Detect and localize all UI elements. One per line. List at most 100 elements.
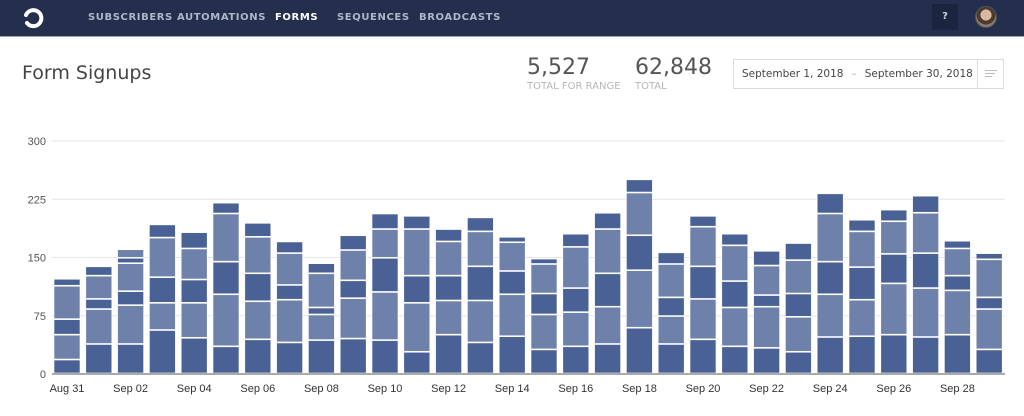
bar-segment	[403, 229, 431, 276]
bar-segment	[785, 351, 812, 374]
x-tick-label: Sep 10	[368, 383, 403, 395]
bar-segment	[149, 224, 176, 238]
bar-segment	[562, 233, 590, 247]
bar-segment	[816, 261, 844, 295]
bar-segment	[339, 280, 367, 298]
bar-segment	[721, 245, 749, 281]
bar-segment	[912, 212, 939, 253]
date-end[interactable]: September 30, 2018	[864, 68, 973, 80]
bar-segment	[339, 250, 367, 281]
bar-segment	[848, 267, 876, 300]
date-range-picker[interactable]: September 1, 2018– September 30, 2018	[733, 59, 1004, 89]
avatar[interactable]	[975, 6, 997, 28]
bar-segment	[149, 303, 176, 330]
bar-segment	[180, 232, 208, 249]
bar-segment	[371, 257, 399, 292]
help-button[interactable]: ?	[932, 4, 958, 30]
bar-segment	[371, 340, 399, 374]
bar-segment	[117, 263, 144, 291]
bar-segment	[753, 348, 780, 374]
bar-segment	[308, 307, 335, 315]
bar-segment	[276, 241, 303, 253]
bar-segment	[180, 303, 208, 338]
bar-segment	[308, 340, 335, 374]
y-tick-label: 300	[28, 136, 46, 148]
x-tick-label: Sep 16	[558, 383, 593, 395]
bar-segment	[149, 277, 176, 303]
bar-segment	[912, 195, 939, 213]
x-tick-label: Sep 06	[240, 383, 275, 395]
x-tick-label: Sep 20	[686, 383, 721, 395]
bar-segment	[657, 316, 685, 344]
bar-segment	[371, 213, 399, 229]
bar-segment	[626, 327, 653, 374]
bar-segment	[276, 253, 303, 285]
bar-segment	[880, 334, 908, 374]
bar-segment	[244, 301, 272, 340]
bar-segment	[308, 263, 335, 274]
bar-segment	[626, 192, 653, 236]
bar-segment	[816, 337, 844, 374]
filter-icon[interactable]	[977, 60, 1003, 88]
bar-segment	[117, 344, 144, 374]
total-value: 62,848	[635, 55, 712, 80]
bar-segment	[562, 312, 590, 347]
bar-segment	[562, 247, 590, 288]
nav-sequences[interactable]: SEQUENCES	[337, 12, 410, 23]
bar-segment	[85, 275, 113, 299]
bar-segment	[657, 264, 685, 298]
bar-segment	[149, 237, 176, 277]
bar-segment	[467, 217, 494, 232]
bar-segment	[53, 359, 81, 374]
x-tick-label: Sep 22	[749, 383, 784, 395]
bar-segment	[753, 295, 780, 307]
bar-segment	[594, 273, 621, 307]
bar-segment	[467, 231, 494, 267]
bar-segment	[371, 229, 399, 258]
bar-segment	[530, 349, 558, 374]
bar-segment	[339, 298, 367, 339]
bar-segment	[944, 248, 971, 276]
bar-segment	[403, 216, 431, 229]
bar-segment	[975, 349, 1003, 374]
bar-segment	[753, 306, 780, 348]
bar-segment	[435, 334, 462, 374]
bar-segment	[689, 216, 717, 227]
nav-forms[interactable]: FORMS	[275, 12, 319, 23]
bar-segment	[530, 264, 558, 294]
bar-segment	[498, 242, 526, 271]
bar-segment	[848, 219, 876, 232]
bar-segment	[880, 283, 908, 335]
bar-segment	[912, 253, 939, 288]
bar-segment	[85, 266, 113, 276]
nav-subscribers[interactable]: SUBSCRIBERS	[88, 12, 173, 23]
bar-segment	[657, 252, 685, 264]
bar-segment	[975, 309, 1003, 350]
y-tick-label: 0	[40, 369, 46, 381]
bar-segment	[912, 288, 939, 337]
y-tick-label: 75	[34, 311, 46, 323]
nav-broadcasts[interactable]: BROADCASTS	[419, 12, 501, 23]
bar-segment	[244, 237, 272, 274]
bar-segment	[435, 241, 462, 276]
bar-segment	[498, 271, 526, 295]
bar-segment	[85, 309, 113, 344]
logo-icon[interactable]	[22, 7, 44, 29]
bar-segment	[848, 231, 876, 267]
bar-segment	[912, 337, 939, 374]
x-tick-label: Sep 14	[495, 383, 530, 395]
bar-segment	[371, 292, 399, 340]
top-nav: SUBSCRIBERS AUTOMATIONS FORMS SEQUENCES …	[0, 0, 1024, 37]
page-title: Form Signups	[22, 62, 152, 84]
bar-segment	[594, 344, 621, 374]
bar-segment	[785, 293, 812, 317]
bar-segment	[149, 330, 176, 374]
bar-segment	[244, 223, 272, 237]
bar-segment	[689, 226, 717, 267]
bar-segment	[848, 299, 876, 337]
date-start[interactable]: September 1, 2018	[742, 68, 844, 80]
bar-segment	[498, 336, 526, 374]
nav-automations[interactable]: AUTOMATIONS	[177, 12, 267, 23]
x-tick-label: Sep 26	[876, 383, 911, 395]
